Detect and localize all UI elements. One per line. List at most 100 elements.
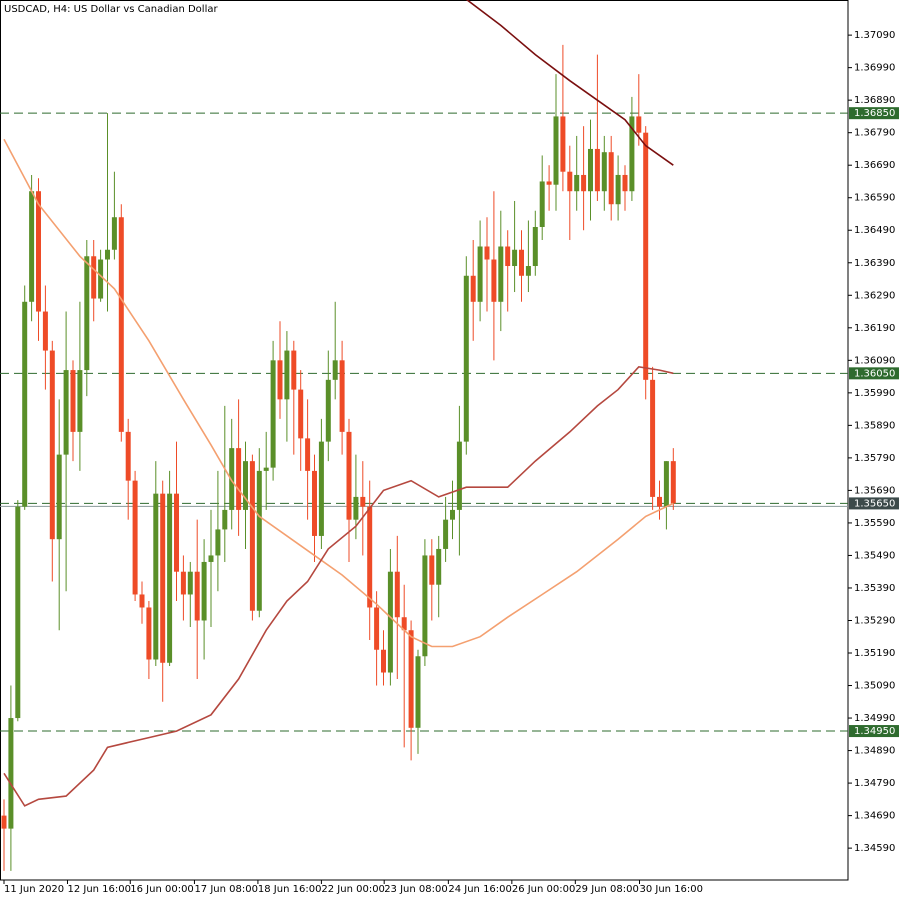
- x-tick-label: 17 Jun 08:00: [194, 884, 258, 895]
- candle-body: [180, 571, 186, 595]
- candle-body: [146, 607, 152, 660]
- y-tick-label: 1.34590: [854, 843, 895, 854]
- chart-title: USDCAD, H4: US Dollar vs Canadian Dollar: [4, 4, 218, 15]
- y-tick-label: 1.35390: [854, 583, 895, 594]
- candle-body: [394, 571, 400, 618]
- y-tick-label: 1.35290: [854, 615, 895, 626]
- candle-body: [581, 174, 587, 192]
- candle-body: [1, 815, 7, 829]
- x-tick-label: 30 Jun 16:00: [639, 884, 703, 895]
- candle-body: [532, 226, 538, 267]
- candle-body: [118, 217, 124, 432]
- candle-body: [560, 116, 566, 172]
- candle-body: [436, 548, 442, 585]
- candle-body: [249, 461, 255, 611]
- candle-body: [636, 116, 642, 133]
- moving-average: [3, 138, 674, 648]
- candle-body: [346, 431, 352, 520]
- candle-body: [8, 718, 14, 829]
- candle-body: [574, 174, 580, 192]
- candle-body: [339, 360, 345, 432]
- y-tick-label: 1.36190: [854, 323, 895, 334]
- candle-body: [539, 181, 545, 227]
- candle-body: [167, 493, 173, 663]
- y-tick-label: 1.35590: [854, 518, 895, 529]
- candle-body: [429, 555, 435, 585]
- candle-body: [450, 509, 455, 520]
- candle-body: [277, 360, 283, 400]
- candle-body: [160, 493, 166, 663]
- plot-frame: [0, 0, 849, 881]
- candle-body: [111, 217, 117, 250]
- candle-body: [36, 191, 41, 312]
- candle-body: [387, 571, 393, 673]
- candle-body: [153, 493, 159, 660]
- plot-area: [0, 0, 848, 871]
- y-tick-label: 1.36790: [854, 128, 895, 139]
- candle-body: [312, 470, 317, 536]
- candle-body: [588, 148, 593, 192]
- candle-body: [615, 174, 621, 205]
- x-tick-label: 23 Jun 08:00: [384, 884, 448, 895]
- candle-body: [325, 379, 331, 442]
- candle-body: [318, 441, 324, 536]
- y-tick-label: 1.34890: [854, 746, 895, 757]
- candle-body: [622, 174, 628, 192]
- candle-body: [657, 496, 662, 507]
- y-tick-label: 1.36090: [854, 355, 895, 366]
- candle-body: [84, 256, 90, 371]
- x-tick-label: 26 Jun 00:00: [512, 884, 576, 895]
- candle-body: [567, 171, 573, 192]
- candle-body: [553, 116, 559, 185]
- candle-body: [70, 370, 76, 432]
- y-tick-label: 1.36990: [854, 63, 895, 74]
- candle-body: [422, 555, 428, 657]
- candle-body: [381, 649, 386, 673]
- candle-body: [222, 509, 228, 530]
- x-tick-label: 11 Jun 2020: [4, 884, 64, 895]
- candle-body: [291, 350, 297, 390]
- candle-body: [29, 191, 35, 302]
- y-tick-label: 1.36690: [854, 160, 895, 171]
- candle-body: [270, 360, 276, 468]
- candle-body: [470, 275, 476, 302]
- candle-body: [305, 438, 311, 471]
- candle-body: [187, 571, 193, 595]
- candle-body: [401, 617, 407, 631]
- y-tick-label: 1.36290: [854, 290, 895, 301]
- candle-body: [670, 461, 676, 504]
- candle-body: [443, 519, 449, 549]
- level-label-bg: [849, 107, 899, 120]
- y-tick-label: 1.35990: [854, 388, 895, 399]
- level-label-bg: [849, 497, 899, 510]
- x-tick-label: 29 Jun 08:00: [575, 884, 639, 895]
- level-label: 1.34950: [854, 726, 895, 737]
- y-tick-label: 1.35490: [854, 550, 895, 561]
- y-tick-label: 1.37090: [854, 30, 895, 41]
- candle-body: [525, 266, 531, 276]
- level-label: 1.36050: [854, 368, 895, 379]
- candle-body: [91, 256, 97, 299]
- candle-body: [42, 311, 48, 351]
- y-tick-label: 1.35790: [854, 453, 895, 464]
- candle-body: [56, 454, 62, 540]
- candle-body: [201, 561, 207, 621]
- candle-body: [601, 152, 607, 192]
- candle-body: [512, 249, 518, 267]
- y-tick-label: 1.36390: [854, 258, 895, 269]
- y-tick-label: 1.35690: [854, 485, 895, 496]
- candle-body: [360, 496, 366, 507]
- y-tick-label: 1.36590: [854, 193, 895, 204]
- y-tick-label: 1.34990: [854, 713, 895, 724]
- candle-body: [298, 389, 304, 439]
- candle-body: [263, 467, 269, 471]
- candle-body: [284, 350, 290, 400]
- candle-body: [505, 246, 511, 267]
- x-tick-label: 12 Jun 16:00: [67, 884, 131, 895]
- candle-body: [456, 441, 462, 510]
- y-tick-label: 1.34690: [854, 811, 895, 822]
- y-tick-label: 1.34790: [854, 778, 895, 789]
- y-tick-label: 1.36890: [854, 95, 895, 106]
